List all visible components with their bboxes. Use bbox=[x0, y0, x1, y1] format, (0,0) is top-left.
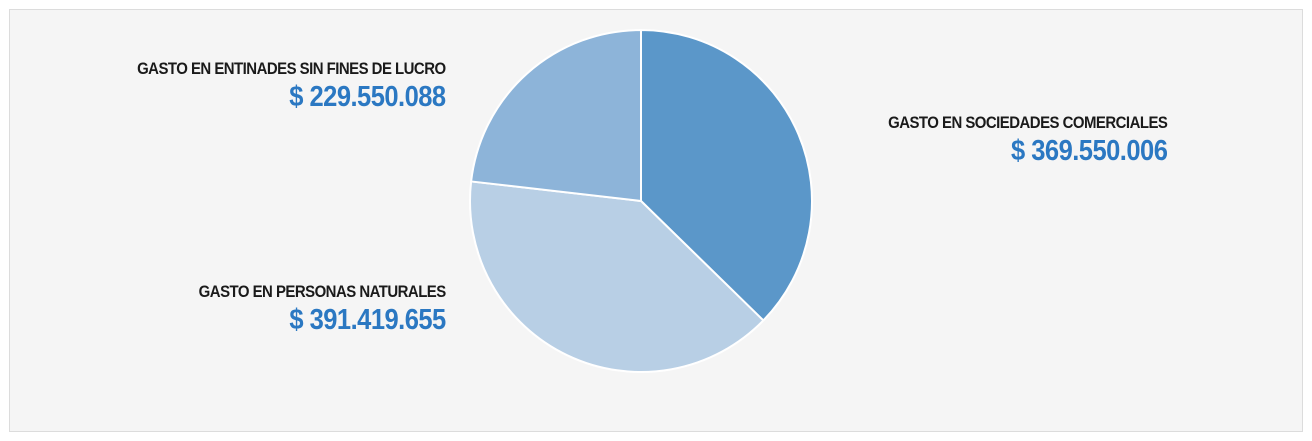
slice-amount: $ 391.419.655 bbox=[289, 304, 447, 336]
pie-slices bbox=[469, 28, 813, 373]
slice-name: GASTO EN SOCIEDADES COMERCIALES bbox=[887, 113, 1168, 132]
pie-slice-personas-naturales bbox=[469, 180, 765, 373]
pie-slice-sociedades-comerciales bbox=[640, 28, 813, 322]
slice-label-sin-fines-de-lucro: GASTO EN ENTINADES SIN FINES DE LUCRO $ … bbox=[95, 58, 446, 114]
slice-name: GASTO EN ENTINADES SIN FINES DE LUCRO bbox=[137, 59, 446, 78]
slice-amount: $ 229.550.088 bbox=[289, 81, 447, 113]
pie-slice-sin-fines-de-lucro bbox=[470, 28, 642, 203]
slice-label-sociedades-comerciales: GASTO EN SOCIEDADES COMERCIALES $ 369.55… bbox=[850, 112, 1168, 168]
slice-amount: $ 369.550.006 bbox=[1010, 135, 1168, 167]
slice-label-personas-naturales: GASTO EN PERSONAS NATURALES $ 391.419.65… bbox=[165, 281, 447, 337]
slice-name: GASTO EN PERSONAS NATURALES bbox=[198, 282, 447, 301]
